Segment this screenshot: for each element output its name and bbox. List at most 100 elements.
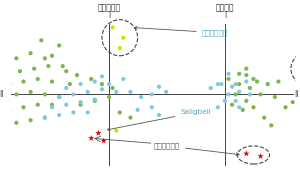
Point xyxy=(57,44,62,47)
Text: II: II xyxy=(0,90,4,99)
Point xyxy=(60,65,65,68)
Point xyxy=(43,57,47,60)
Text: I: I xyxy=(108,11,110,20)
Point xyxy=(35,78,40,80)
Point xyxy=(269,124,274,127)
Point xyxy=(149,106,154,109)
Text: Saligbeli: Saligbeli xyxy=(107,109,211,131)
Point xyxy=(57,96,62,98)
Point xyxy=(128,90,133,93)
Point xyxy=(78,83,83,86)
Point xyxy=(110,87,115,89)
Point xyxy=(233,93,238,96)
Point xyxy=(92,80,97,83)
Point xyxy=(50,106,54,109)
Point xyxy=(85,90,90,93)
Point xyxy=(237,72,242,75)
Point xyxy=(100,83,104,86)
Point xyxy=(240,108,245,111)
Point xyxy=(251,106,256,109)
Point xyxy=(237,83,242,86)
Point xyxy=(244,67,249,70)
Point xyxy=(110,26,115,29)
Point xyxy=(68,83,72,86)
Point xyxy=(50,80,54,83)
Point xyxy=(100,75,104,78)
Point xyxy=(164,90,169,93)
Point xyxy=(75,74,80,76)
Point xyxy=(107,96,112,98)
Point xyxy=(276,80,281,83)
Point xyxy=(230,85,235,88)
Point xyxy=(21,80,26,83)
Point xyxy=(92,98,97,101)
Point xyxy=(78,103,83,106)
Point xyxy=(244,80,249,83)
Point xyxy=(89,137,94,140)
Point xyxy=(78,101,83,104)
Point xyxy=(157,114,161,116)
Point xyxy=(50,54,54,57)
Point xyxy=(57,96,62,98)
Point xyxy=(57,114,62,116)
Point xyxy=(64,87,69,89)
Point xyxy=(0,125,4,128)
Point xyxy=(226,78,231,80)
Point xyxy=(272,96,277,98)
Point xyxy=(262,116,267,119)
Point xyxy=(28,52,33,55)
Point xyxy=(208,87,213,89)
Point xyxy=(64,103,69,106)
Point xyxy=(46,65,51,68)
Point xyxy=(230,103,235,106)
Point xyxy=(226,72,231,75)
Point xyxy=(121,78,126,80)
Text: II: II xyxy=(295,90,299,99)
Point xyxy=(14,121,19,124)
Point xyxy=(121,36,126,39)
Point xyxy=(14,57,19,60)
Point xyxy=(255,80,260,83)
Point xyxy=(135,108,140,111)
Point xyxy=(0,96,4,98)
Point xyxy=(96,132,101,134)
Point xyxy=(233,83,238,86)
Point xyxy=(117,111,122,114)
Point xyxy=(215,83,220,86)
Point xyxy=(7,108,12,111)
Point xyxy=(92,99,97,102)
Point xyxy=(248,87,252,89)
Point xyxy=(64,70,69,73)
Point xyxy=(248,93,252,96)
Point xyxy=(114,129,118,132)
Point xyxy=(43,116,47,119)
Point xyxy=(244,152,249,155)
Point xyxy=(215,106,220,109)
Text: I: I xyxy=(224,11,226,20)
Point xyxy=(251,78,256,80)
Point xyxy=(3,74,8,76)
Point xyxy=(219,83,224,86)
Point xyxy=(85,111,90,114)
Point xyxy=(39,39,44,42)
Point xyxy=(43,93,47,96)
Point xyxy=(290,101,295,104)
Point xyxy=(89,78,94,80)
Point xyxy=(223,99,227,102)
Point xyxy=(32,67,37,70)
Point xyxy=(237,106,242,109)
Point xyxy=(107,83,112,86)
Point xyxy=(258,93,263,96)
Point xyxy=(71,111,76,114)
Point xyxy=(43,116,47,119)
Point xyxy=(114,90,118,93)
Point xyxy=(149,93,154,96)
Point xyxy=(244,74,249,76)
Point xyxy=(237,90,242,93)
Point xyxy=(35,103,40,106)
Point xyxy=(233,99,238,102)
Text: ポット試験: ポット試験 xyxy=(98,3,121,12)
Text: 冠水耕性品種: 冠水耕性品種 xyxy=(154,143,239,156)
Point xyxy=(128,116,133,119)
Point xyxy=(100,88,104,91)
